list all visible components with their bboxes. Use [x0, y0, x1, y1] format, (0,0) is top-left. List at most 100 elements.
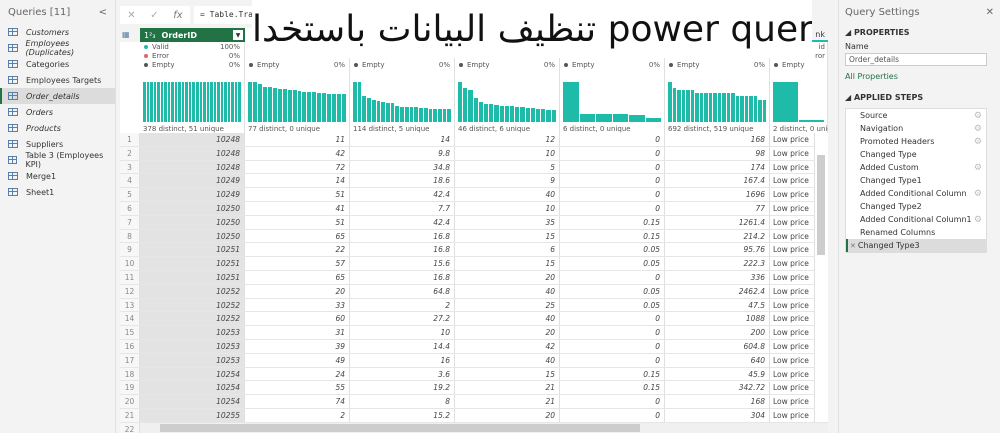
query-item[interactable]: Categories — [0, 56, 115, 72]
table-cell[interactable]: 640 — [665, 353, 770, 367]
row-number[interactable]: 6 — [120, 202, 140, 215]
table-cell[interactable]: 51 — [245, 215, 350, 229]
applied-step[interactable]: Added Custom ⚙ — [846, 161, 986, 174]
name-input[interactable]: Order_details — [845, 53, 987, 66]
table-cell[interactable]: 9 — [455, 174, 560, 188]
table-cell[interactable]: Low price — [770, 353, 815, 367]
row-number[interactable]: 10 — [120, 257, 140, 270]
query-item[interactable]: Customers — [0, 24, 115, 40]
row-number[interactable]: 19 — [120, 381, 140, 395]
applied-step[interactable]: Added Conditional Column1 ⚙ — [846, 213, 986, 226]
table-cell[interactable]: 167.4 — [665, 174, 770, 188]
table-cell[interactable]: Low price — [770, 243, 815, 257]
query-item[interactable]: Products — [0, 120, 115, 136]
table-cell[interactable]: 604.8 — [665, 340, 770, 353]
row-number[interactable]: 1 — [120, 133, 140, 146]
table-cell[interactable]: Low price — [770, 229, 815, 243]
table-cell[interactable]: 10 — [455, 202, 560, 215]
table-cell[interactable]: 60 — [245, 312, 350, 326]
table-cell[interactable]: 0 — [560, 340, 665, 353]
table-cell[interactable]: 0.15 — [560, 229, 665, 243]
table-cell[interactable]: 27.2 — [350, 312, 455, 326]
table-cell[interactable]: 34.8 — [350, 160, 455, 174]
table-cell[interactable]: 10254 — [140, 367, 245, 381]
table-cell[interactable]: 222.3 — [665, 257, 770, 270]
table-cell[interactable]: 57 — [245, 257, 350, 270]
table-cell[interactable]: 10252 — [140, 312, 245, 326]
row-number[interactable]: 17 — [120, 353, 140, 367]
table-cell[interactable]: Low price — [770, 409, 815, 422]
table-cell[interactable]: 10254 — [140, 381, 245, 395]
row-number[interactable]: 4 — [120, 174, 140, 188]
table-cell[interactable]: 0.05 — [560, 284, 665, 298]
table-cell[interactable]: 16.8 — [350, 243, 455, 257]
query-item[interactable]: Suppliers — [0, 136, 115, 152]
table-cell[interactable]: Low price — [770, 174, 815, 188]
query-item[interactable]: Table 3 (Employees KPI) — [0, 151, 115, 169]
table-cell[interactable]: 40 — [455, 353, 560, 367]
table-cell[interactable]: 168 — [665, 395, 770, 408]
row-number[interactable]: 13 — [120, 298, 140, 312]
table-cell[interactable]: 0.15 — [560, 367, 665, 381]
table-cell[interactable]: 39 — [245, 340, 350, 353]
query-item[interactable]: Sheet1 — [0, 184, 115, 200]
table-cell[interactable]: 342.72 — [665, 381, 770, 395]
table-cell[interactable]: 0 — [560, 312, 665, 326]
table-cell[interactable]: 10250 — [140, 215, 245, 229]
table-cell[interactable]: 20 — [455, 271, 560, 284]
close-icon[interactable]: ✕ — [985, 6, 994, 18]
vertical-scrollbar[interactable] — [815, 140, 828, 410]
table-cell[interactable]: 49 — [245, 353, 350, 367]
table-cell[interactable]: 14 — [245, 174, 350, 188]
table-cell[interactable]: 7.7 — [350, 202, 455, 215]
table-cell[interactable]: Low price — [770, 133, 815, 146]
table-cell[interactable]: 14 — [350, 133, 455, 146]
table-cell[interactable]: 33 — [245, 298, 350, 312]
table-cell[interactable]: 20 — [455, 326, 560, 339]
table-cell[interactable]: 10255 — [140, 409, 245, 422]
table-cell[interactable]: 65 — [245, 229, 350, 243]
row-number[interactable]: 21 — [120, 409, 140, 422]
gear-icon[interactable]: ⚙ — [973, 214, 982, 225]
table-cell[interactable]: 41 — [245, 202, 350, 215]
applied-step[interactable]: Promoted Headers ⚙ — [846, 135, 986, 148]
table-cell[interactable]: Low price — [770, 271, 815, 284]
table-menu-icon[interactable]: ▦ — [120, 28, 140, 42]
table-cell[interactable]: 10252 — [140, 298, 245, 312]
table-cell[interactable]: 0.05 — [560, 243, 665, 257]
gear-icon[interactable]: ⚙ — [973, 123, 982, 134]
table-cell[interactable]: Low price — [770, 202, 815, 215]
table-cell[interactable]: 0 — [560, 271, 665, 284]
table-cell[interactable]: 10250 — [140, 229, 245, 243]
fx-icon[interactable]: fx — [173, 9, 183, 21]
table-cell[interactable]: 12 — [455, 133, 560, 146]
table-cell[interactable]: 95.76 — [665, 243, 770, 257]
query-item[interactable]: Merge1 — [0, 168, 115, 184]
table-cell[interactable]: 40 — [455, 312, 560, 326]
confirm-icon[interactable]: ✓ — [150, 9, 159, 21]
table-cell[interactable]: 0 — [560, 326, 665, 339]
all-properties-link[interactable]: All Properties — [845, 72, 898, 81]
table-cell[interactable]: 0 — [560, 353, 665, 367]
table-cell[interactable]: 55 — [245, 381, 350, 395]
table-cell[interactable]: 2 — [245, 409, 350, 422]
table-cell[interactable]: 40 — [455, 284, 560, 298]
row-number[interactable]: 2 — [120, 146, 140, 160]
table-cell[interactable]: 1261.4 — [665, 215, 770, 229]
applied-step[interactable]: Added Conditional Column ⚙ — [846, 187, 986, 200]
table-cell[interactable]: 0.05 — [560, 257, 665, 270]
table-cell[interactable]: 10 — [455, 146, 560, 160]
table-cell[interactable]: 42.4 — [350, 188, 455, 201]
table-cell[interactable]: 42.4 — [350, 215, 455, 229]
gear-icon[interactable]: ⚙ — [973, 110, 982, 121]
table-cell[interactable]: 0 — [560, 202, 665, 215]
gear-icon[interactable]: ⚙ — [973, 188, 982, 199]
table-cell[interactable]: 15 — [455, 257, 560, 270]
table-cell[interactable]: 10254 — [140, 395, 245, 408]
table-cell[interactable]: 20 — [455, 409, 560, 422]
table-cell[interactable]: 77 — [665, 202, 770, 215]
row-number[interactable]: 22 — [120, 422, 140, 433]
table-cell[interactable]: 16.8 — [350, 229, 455, 243]
table-cell[interactable]: 1696 — [665, 188, 770, 201]
row-number[interactable]: 3 — [120, 160, 140, 174]
